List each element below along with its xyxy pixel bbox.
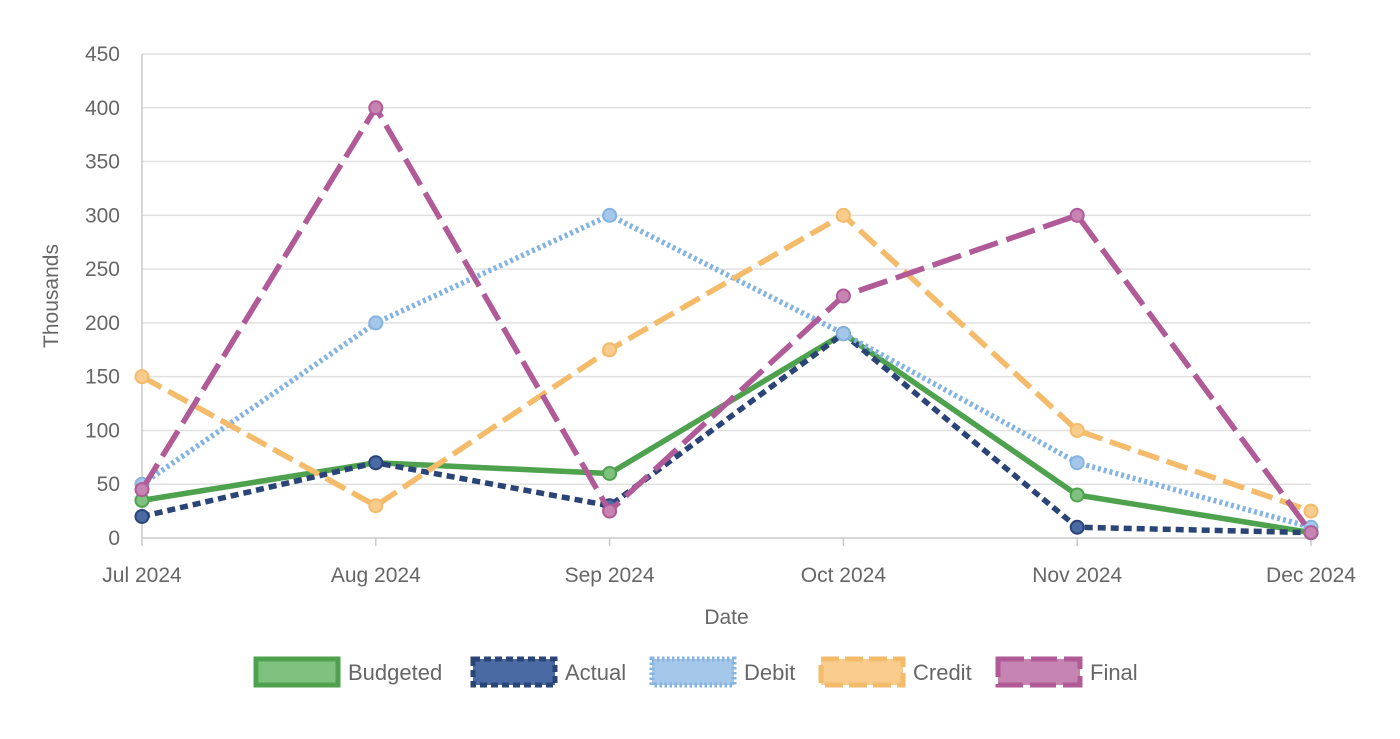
x-axis-title: Date	[704, 606, 748, 629]
x-tick-label: Aug 2024	[331, 564, 421, 587]
data-point-final[interactable]	[1303, 525, 1319, 541]
series-line-final	[139, 105, 1314, 535]
legend-swatch	[649, 656, 737, 688]
legend-item-debit[interactable]: Debit	[649, 656, 795, 688]
y-tick-label: 350	[85, 151, 120, 174]
data-point-budgeted[interactable]	[1069, 487, 1085, 503]
legend-label: Actual	[565, 660, 626, 685]
y-tick-label: 50	[97, 473, 120, 496]
legend: Budgeted Actual Debit Credit Final	[253, 656, 1138, 688]
legend-swatch	[470, 656, 558, 688]
y-tick-label: 300	[85, 204, 120, 227]
y-tick-label: 150	[85, 366, 120, 389]
data-point-credit[interactable]	[1069, 422, 1085, 438]
data-point-debit[interactable]	[602, 207, 618, 223]
legend-swatch	[995, 656, 1083, 688]
y-tick-label: 200	[85, 312, 120, 335]
axes: 0 50 100 150 200 250 300 350 400 450 Jul 2024 Aug 2…	[85, 43, 1356, 587]
series-credit	[134, 207, 1319, 519]
legend-label: Credit	[913, 660, 972, 685]
data-point-credit[interactable]	[134, 369, 150, 385]
legend-item-actual[interactable]: Actual	[470, 656, 626, 688]
data-point-budgeted[interactable]	[602, 465, 618, 481]
data-point-credit[interactable]	[368, 498, 384, 514]
series-line-credit	[140, 212, 1312, 514]
data-point-final[interactable]	[368, 100, 384, 116]
x-tick-label: Dec 2024	[1266, 564, 1356, 587]
data-point-credit[interactable]	[835, 207, 851, 223]
data-point-final[interactable]	[1069, 207, 1085, 223]
x-tick-label: Jul 2024	[102, 564, 182, 587]
data-point-actual[interactable]	[368, 455, 384, 471]
data-point-final[interactable]	[134, 482, 150, 498]
series-budgeted	[134, 326, 1319, 541]
legend-label: Final	[1090, 660, 1138, 685]
data-point-final[interactable]	[835, 288, 851, 304]
legend-item-credit[interactable]: Credit	[818, 656, 972, 688]
legend-swatch	[253, 656, 341, 688]
legend-label: Budgeted	[348, 660, 442, 685]
y-tick-label: 100	[85, 419, 120, 442]
legend-swatch	[818, 656, 906, 688]
series-lines	[134, 100, 1319, 541]
y-tick-label: 250	[85, 258, 120, 281]
data-point-credit[interactable]	[1303, 503, 1319, 519]
data-point-debit[interactable]	[1069, 455, 1085, 471]
data-point-debit[interactable]	[835, 326, 851, 342]
grid	[142, 53, 1311, 485]
legend-item-final[interactable]: Final	[995, 656, 1138, 688]
y-tick-label: 400	[85, 97, 120, 120]
series-line-debit	[140, 212, 1312, 530]
data-point-final[interactable]	[602, 503, 618, 519]
y-tick-label: 0	[108, 527, 120, 550]
series-debit	[134, 207, 1319, 535]
data-point-debit[interactable]	[368, 315, 384, 331]
x-tick-label: Sep 2024	[565, 564, 655, 587]
x-tick-label: Oct 2024	[801, 564, 887, 587]
x-tick-label: Nov 2024	[1032, 564, 1122, 587]
series-line-actual	[141, 330, 1312, 536]
data-point-credit[interactable]	[602, 342, 618, 358]
series-final	[134, 100, 1319, 541]
legend-item-budgeted[interactable]: Budgeted	[253, 656, 442, 688]
legend-label: Debit	[744, 660, 795, 685]
y-axis-title: Thousands	[40, 244, 63, 348]
data-point-actual[interactable]	[134, 508, 150, 524]
y-tick-label: 450	[85, 43, 120, 66]
data-point-actual[interactable]	[1069, 519, 1085, 535]
